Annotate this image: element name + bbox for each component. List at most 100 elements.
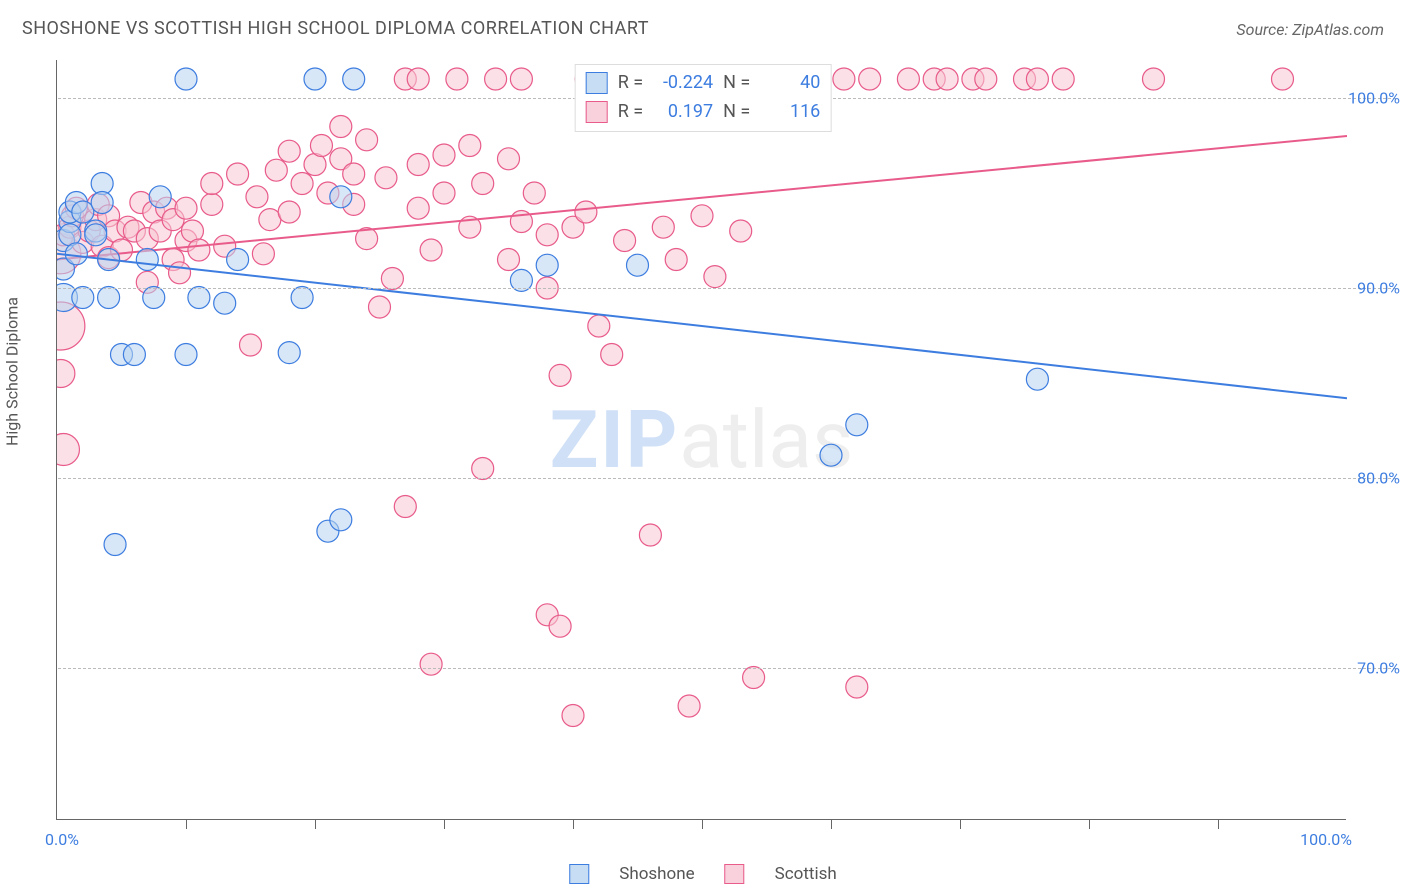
data-point bbox=[485, 68, 507, 90]
r-value: -0.224 bbox=[653, 69, 713, 98]
data-point bbox=[246, 186, 268, 208]
data-point bbox=[472, 173, 494, 195]
data-point bbox=[665, 249, 687, 271]
data-point bbox=[549, 364, 571, 386]
data-point bbox=[407, 68, 429, 90]
data-point bbox=[472, 458, 494, 480]
series-legend: Shoshone Scottish bbox=[569, 864, 836, 884]
data-point bbox=[446, 68, 468, 90]
x-axis-left-label: 0.0% bbox=[45, 830, 79, 849]
n-value: 40 bbox=[760, 69, 820, 98]
data-point bbox=[420, 653, 442, 675]
data-point bbox=[549, 615, 571, 637]
chart-title: SHOSHONE VS SCOTTISH HIGH SCHOOL DIPLOMA… bbox=[22, 18, 649, 39]
r-value: 0.197 bbox=[653, 98, 713, 127]
data-point bbox=[691, 205, 713, 227]
data-point bbox=[523, 182, 545, 204]
data-point bbox=[936, 68, 958, 90]
data-point bbox=[433, 182, 455, 204]
data-point bbox=[227, 249, 249, 271]
data-point bbox=[278, 140, 300, 162]
data-point bbox=[57, 360, 75, 388]
data-point bbox=[407, 197, 429, 219]
data-point bbox=[627, 254, 649, 276]
data-point bbox=[98, 287, 120, 309]
data-point bbox=[57, 434, 79, 466]
data-point bbox=[433, 144, 455, 166]
data-point bbox=[407, 154, 429, 176]
data-point bbox=[1026, 68, 1048, 90]
series-label-scottish: Scottish bbox=[775, 864, 837, 884]
data-point bbox=[975, 68, 997, 90]
data-point bbox=[743, 667, 765, 689]
data-point bbox=[498, 148, 520, 170]
data-point bbox=[536, 254, 558, 276]
n-label: N = bbox=[723, 98, 750, 127]
data-point bbox=[169, 262, 191, 284]
data-point bbox=[498, 249, 520, 271]
data-point bbox=[175, 68, 197, 90]
r-label: R = bbox=[618, 98, 643, 127]
series-label-shoshone: Shoshone bbox=[619, 864, 694, 884]
data-point bbox=[678, 695, 700, 717]
data-point bbox=[291, 173, 313, 195]
data-point bbox=[330, 186, 352, 208]
legend-row-scottish: R = 0.197 N = 116 bbox=[586, 98, 821, 127]
y-axis-title: High School Diploma bbox=[3, 297, 22, 446]
y-tick-label: 90.0% bbox=[1357, 279, 1404, 298]
data-point bbox=[149, 186, 171, 208]
data-point bbox=[369, 296, 391, 318]
data-point bbox=[652, 216, 674, 238]
y-tick-label: 100.0% bbox=[1348, 89, 1404, 108]
data-point bbox=[833, 68, 855, 90]
data-point bbox=[201, 173, 223, 195]
data-point bbox=[562, 705, 584, 727]
data-point bbox=[510, 68, 532, 90]
swatch-shoshone bbox=[586, 72, 608, 94]
data-point bbox=[175, 197, 197, 219]
data-point bbox=[897, 68, 919, 90]
source-text: Source: ZipAtlas.com bbox=[1236, 20, 1384, 39]
data-point bbox=[310, 135, 332, 157]
data-point bbox=[704, 266, 726, 288]
n-value: 116 bbox=[760, 98, 820, 127]
data-point bbox=[278, 342, 300, 364]
data-point bbox=[188, 239, 210, 261]
data-point bbox=[136, 249, 158, 271]
data-point bbox=[575, 201, 597, 223]
swatch-scottish bbox=[725, 864, 745, 884]
data-point bbox=[104, 534, 126, 556]
data-point bbox=[330, 116, 352, 138]
data-point bbox=[65, 243, 87, 265]
y-tick-label: 70.0% bbox=[1357, 659, 1404, 678]
scatter-svg bbox=[57, 60, 1347, 820]
data-point bbox=[291, 287, 313, 309]
data-point bbox=[356, 129, 378, 151]
data-point bbox=[846, 676, 868, 698]
data-point bbox=[143, 287, 165, 309]
data-point bbox=[614, 230, 636, 252]
y-tick-label: 80.0% bbox=[1357, 469, 1404, 488]
data-point bbox=[1026, 368, 1048, 390]
data-point bbox=[730, 220, 752, 242]
data-point bbox=[175, 344, 197, 366]
data-point bbox=[188, 287, 210, 309]
x-axis-right-label: 100.0% bbox=[1300, 830, 1352, 849]
data-point bbox=[1272, 68, 1294, 90]
trend-line bbox=[57, 254, 1347, 398]
data-point bbox=[1143, 68, 1165, 90]
data-point bbox=[252, 243, 274, 265]
data-point bbox=[343, 68, 365, 90]
data-point bbox=[375, 167, 397, 189]
data-point bbox=[394, 496, 416, 518]
data-point bbox=[72, 201, 94, 223]
data-point bbox=[1052, 68, 1074, 90]
data-point bbox=[214, 292, 236, 314]
r-label: R = bbox=[618, 69, 643, 98]
data-point bbox=[330, 509, 352, 531]
data-point bbox=[227, 163, 249, 185]
data-point bbox=[820, 444, 842, 466]
data-point bbox=[588, 315, 610, 337]
data-point bbox=[859, 68, 881, 90]
legend-row-shoshone: R = -0.224 N = 40 bbox=[586, 69, 821, 98]
